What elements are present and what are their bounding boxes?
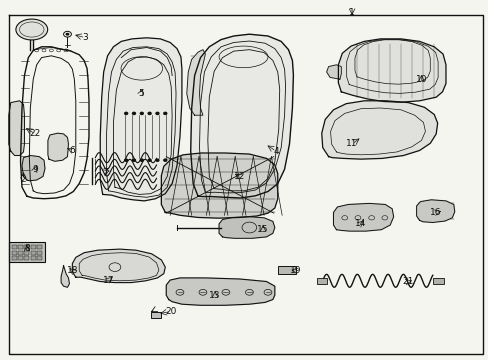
FancyBboxPatch shape <box>12 245 17 249</box>
Text: 11: 11 <box>346 139 357 148</box>
Polygon shape <box>61 266 69 287</box>
FancyBboxPatch shape <box>316 278 326 284</box>
Circle shape <box>140 159 143 161</box>
FancyBboxPatch shape <box>31 256 36 260</box>
Polygon shape <box>22 156 45 181</box>
FancyBboxPatch shape <box>277 266 296 274</box>
Text: 13: 13 <box>209 292 221 300</box>
FancyBboxPatch shape <box>24 251 29 255</box>
Circle shape <box>124 112 127 114</box>
Text: 4: 4 <box>273 147 279 156</box>
Polygon shape <box>333 203 393 231</box>
Polygon shape <box>100 38 182 201</box>
FancyBboxPatch shape <box>432 278 443 284</box>
FancyBboxPatch shape <box>31 245 36 249</box>
FancyBboxPatch shape <box>37 256 42 260</box>
Circle shape <box>156 159 159 161</box>
Polygon shape <box>48 133 68 161</box>
Text: 21: 21 <box>402 277 413 286</box>
Circle shape <box>124 159 127 161</box>
Text: 1: 1 <box>348 8 354 17</box>
Text: 7: 7 <box>102 167 108 176</box>
Polygon shape <box>338 39 445 102</box>
Polygon shape <box>219 217 274 238</box>
Text: 16: 16 <box>429 208 441 217</box>
Text: 14: 14 <box>354 219 366 228</box>
Text: 19: 19 <box>289 266 301 275</box>
FancyBboxPatch shape <box>24 256 29 260</box>
Text: 10: 10 <box>415 75 427 84</box>
Circle shape <box>132 159 135 161</box>
Circle shape <box>163 112 166 114</box>
Text: 17: 17 <box>102 276 114 284</box>
Text: 5: 5 <box>138 89 143 98</box>
Ellipse shape <box>16 19 48 40</box>
Polygon shape <box>72 249 165 283</box>
Circle shape <box>148 112 151 114</box>
Text: 22: 22 <box>29 129 41 138</box>
Text: 6: 6 <box>69 146 75 155</box>
FancyBboxPatch shape <box>37 251 42 255</box>
Polygon shape <box>321 101 437 159</box>
FancyBboxPatch shape <box>31 251 36 255</box>
Circle shape <box>140 112 143 114</box>
Text: 8: 8 <box>24 244 30 253</box>
Circle shape <box>132 112 135 114</box>
Polygon shape <box>326 65 341 79</box>
Circle shape <box>148 159 151 161</box>
FancyBboxPatch shape <box>12 256 17 260</box>
Text: 15: 15 <box>257 225 268 234</box>
Text: 3: 3 <box>82 33 88 42</box>
Polygon shape <box>416 200 454 222</box>
FancyBboxPatch shape <box>9 242 45 262</box>
FancyBboxPatch shape <box>150 312 161 318</box>
Text: 20: 20 <box>165 307 177 316</box>
FancyBboxPatch shape <box>18 256 23 260</box>
Circle shape <box>65 33 69 36</box>
Polygon shape <box>9 101 24 156</box>
Text: 2: 2 <box>20 175 26 184</box>
FancyBboxPatch shape <box>18 245 23 249</box>
Polygon shape <box>166 278 274 305</box>
FancyBboxPatch shape <box>24 245 29 249</box>
FancyBboxPatch shape <box>18 251 23 255</box>
FancyBboxPatch shape <box>12 251 17 255</box>
Text: 9: 9 <box>32 165 38 174</box>
Circle shape <box>156 112 159 114</box>
Text: 18: 18 <box>66 266 78 275</box>
Polygon shape <box>161 153 277 218</box>
Text: 12: 12 <box>233 172 245 181</box>
Polygon shape <box>190 34 293 198</box>
Circle shape <box>163 159 166 161</box>
FancyBboxPatch shape <box>37 245 42 249</box>
Polygon shape <box>186 50 205 115</box>
